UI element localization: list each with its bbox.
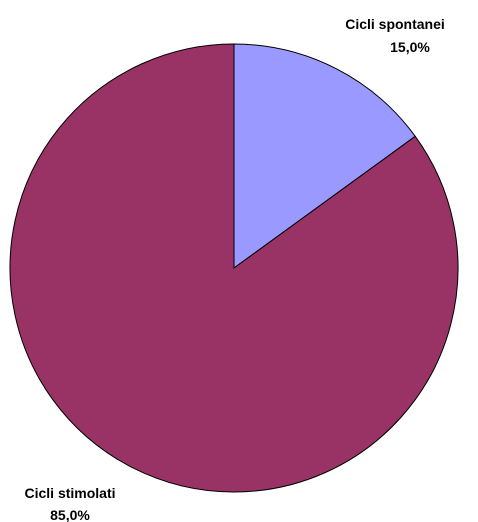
slice-label-stimolati-name: Cicli stimolati bbox=[24, 485, 115, 501]
pie-slice-cicli-stimolati bbox=[9, 43, 459, 493]
slice-label-stimolati-value: 85,0% bbox=[50, 507, 90, 522]
pie-slices bbox=[9, 43, 459, 493]
pie-slice-cicli-spontanei bbox=[233, 43, 416, 269]
slice-label-spontanei-value: 15,0% bbox=[390, 39, 430, 55]
slice-label-spontanei-name: Cicli spontanei bbox=[345, 16, 445, 32]
